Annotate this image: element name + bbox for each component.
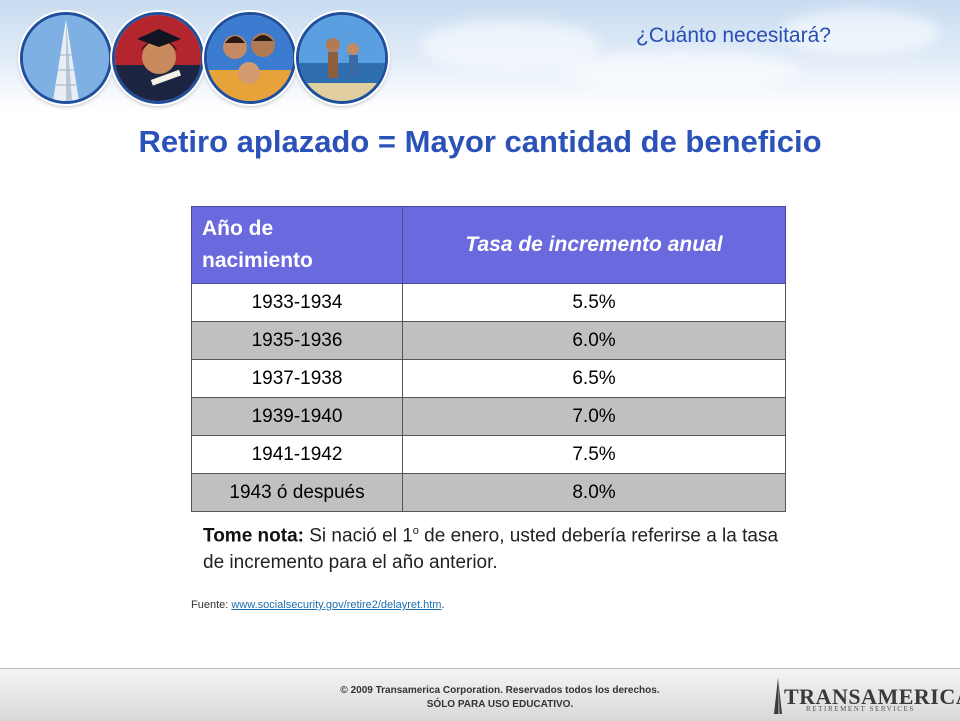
table-row: 1935-1936 6.0% xyxy=(191,321,786,360)
column-header-birth-year-line2: nacimiento xyxy=(202,249,313,272)
photo-beach-couple xyxy=(296,12,388,104)
table-row: 1937-1938 6.5% xyxy=(191,359,786,398)
table-row: 1939-1940 7.0% xyxy=(191,397,786,436)
cell-rate: 6.0% xyxy=(402,321,786,360)
cell-birth-year: 1937-1938 xyxy=(191,359,403,398)
cell-rate: 7.0% xyxy=(402,397,786,436)
column-header-annual-rate: Tasa de incremento anual xyxy=(402,206,786,284)
source-suffix: . xyxy=(441,599,445,611)
column-header-birth-year-line1: Año de xyxy=(202,217,274,240)
page-title: Retiro aplazado = Mayor cantidad de bene… xyxy=(138,124,822,159)
cell-birth-year: 1933-1934 xyxy=(191,283,403,322)
logo-wordmark: TRANSAMERICA xyxy=(784,684,960,709)
copyright-line-2: SÓLO PARA USO EDUCATIVO. xyxy=(426,699,574,710)
cloud xyxy=(780,10,940,55)
column-header-birth-year: Año de nacimiento xyxy=(191,206,403,284)
table-header-row: Año de nacimiento Tasa de incremento anu… xyxy=(191,206,786,284)
table-row: 1933-1934 5.5% xyxy=(191,283,786,322)
photo-graduate xyxy=(112,12,204,104)
photo-family xyxy=(204,12,296,104)
section-subtitle: ¿Cuánto necesitará? xyxy=(636,24,831,47)
cell-rate: 8.0% xyxy=(402,473,786,512)
footer-copyright: © 2009 Transamerica Corporation. Reserva… xyxy=(300,684,700,712)
cloud xyxy=(560,50,800,90)
transamerica-logo-icon xyxy=(774,678,782,714)
cell-birth-year: 1935-1936 xyxy=(191,321,403,360)
cell-rate: 7.5% xyxy=(402,435,786,474)
source-link[interactable]: www.socialsecurity.gov/retire2/delayret.… xyxy=(231,599,442,611)
cell-birth-year: 1941-1942 xyxy=(191,435,403,474)
note-paragraph: Tome nota: Si nació el 1o de enero, uste… xyxy=(203,518,803,576)
cell-birth-year: 1943 ó después xyxy=(191,473,403,512)
table-row: 1943 ó después 8.0% xyxy=(191,473,786,512)
note-superscript: o xyxy=(412,525,419,537)
logo-tagline: RETIREMENT SERVICES xyxy=(806,705,915,713)
note-text-start: Si nació el 1 xyxy=(303,525,413,547)
note-text-end: de enero, usted debería referirse a la t… xyxy=(203,525,779,574)
table-row: 1941-1942 7.5% xyxy=(191,435,786,474)
cell-rate: 6.5% xyxy=(402,359,786,398)
cell-birth-year: 1939-1940 xyxy=(191,397,403,436)
note-label: Tome nota: xyxy=(203,525,304,547)
delayed-retirement-table: Año de nacimiento Tasa de incremento anu… xyxy=(191,206,786,512)
photo-skyscraper xyxy=(20,12,112,104)
source-citation: Fuente: www.socialsecurity.gov/retire2/d… xyxy=(191,599,445,611)
footer-bar xyxy=(0,668,960,721)
copyright-line-1: © 2009 Transamerica Corporation. Reserva… xyxy=(340,685,660,696)
cell-rate: 5.5% xyxy=(402,283,786,322)
source-prefix: Fuente: xyxy=(191,599,232,611)
